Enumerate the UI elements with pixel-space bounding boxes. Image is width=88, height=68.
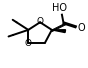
- Text: O: O: [36, 17, 43, 26]
- Polygon shape: [52, 30, 66, 33]
- Text: O: O: [77, 23, 85, 33]
- Text: HO: HO: [52, 3, 67, 13]
- Text: O: O: [24, 39, 31, 48]
